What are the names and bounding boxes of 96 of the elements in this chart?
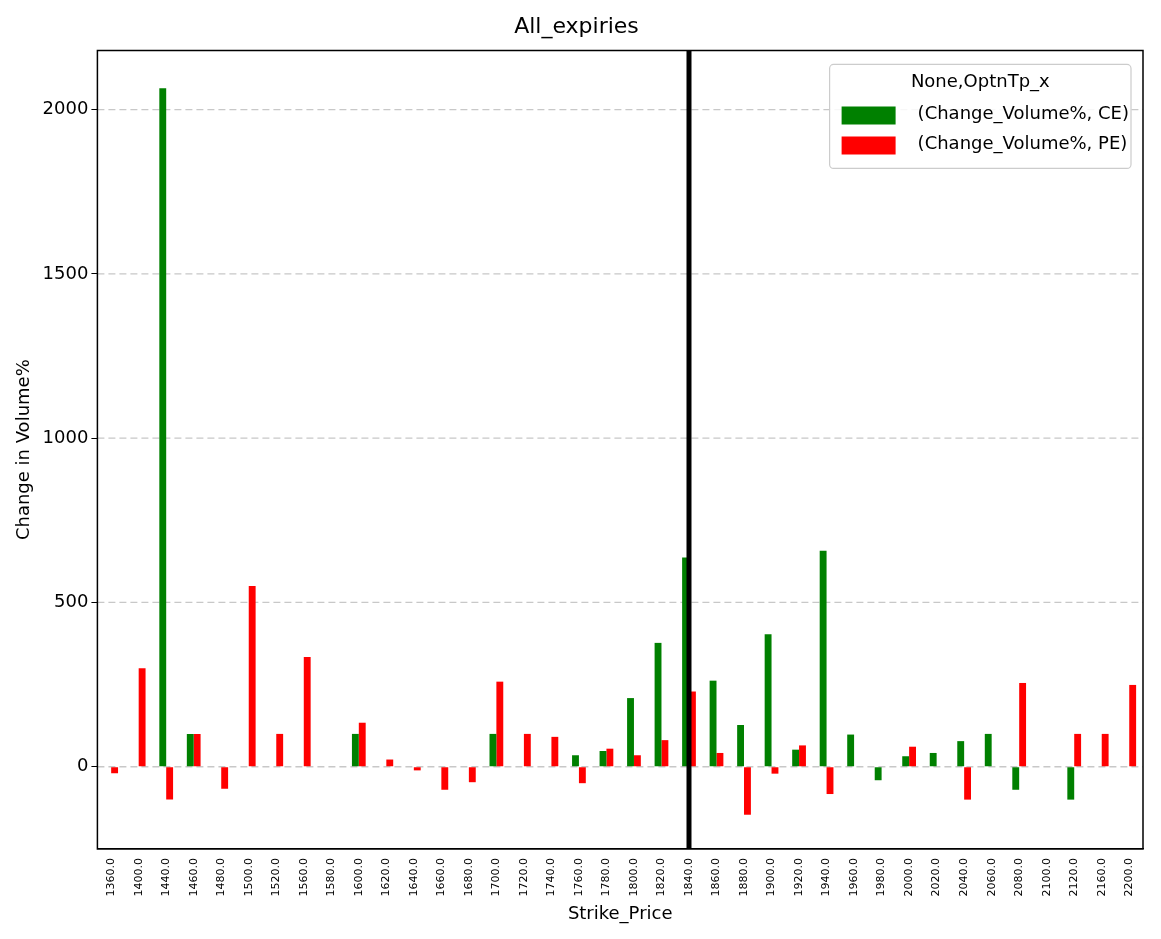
x-tick-label: 1560.0 bbox=[296, 857, 310, 897]
bar bbox=[627, 698, 634, 767]
x-tick-label: 2100.0 bbox=[1039, 857, 1053, 897]
bar bbox=[737, 725, 745, 767]
x-tick-label: 2200.0 bbox=[1122, 857, 1136, 897]
bar bbox=[661, 740, 669, 767]
bar bbox=[386, 759, 394, 767]
bar bbox=[1101, 733, 1109, 767]
bar bbox=[303, 657, 311, 767]
bar bbox=[441, 767, 449, 790]
legend-label: (Change_Volume%, CE) bbox=[917, 102, 1130, 125]
x-tick-label: 1580.0 bbox=[324, 857, 338, 897]
bar bbox=[874, 767, 882, 781]
x-tick-label: 1620.0 bbox=[379, 857, 393, 897]
y-tick-label: 2000 bbox=[42, 97, 89, 119]
x-axis-title: Strike_Price bbox=[567, 901, 673, 924]
bar bbox=[468, 767, 476, 783]
x-tick-label: 2120.0 bbox=[1067, 857, 1081, 897]
x-tick-label: 1360.0 bbox=[104, 857, 118, 897]
bar bbox=[111, 767, 119, 774]
x-tick-label: 2080.0 bbox=[1012, 857, 1026, 897]
x-tick-label: 1500.0 bbox=[241, 857, 255, 897]
bar bbox=[957, 741, 965, 767]
x-tick-label: 1480.0 bbox=[214, 857, 228, 897]
bar bbox=[744, 767, 751, 815]
chart-title: All_expiries bbox=[514, 12, 639, 39]
bar bbox=[964, 767, 972, 800]
x-tick-label: 1640.0 bbox=[406, 857, 420, 897]
x-tick-label: 1940.0 bbox=[819, 857, 833, 897]
x-tick-label: 1740.0 bbox=[544, 857, 558, 897]
bar bbox=[248, 586, 256, 767]
x-tick-label: 1900.0 bbox=[764, 857, 778, 897]
bar bbox=[186, 733, 194, 767]
bar bbox=[771, 767, 779, 774]
bar bbox=[1019, 682, 1027, 767]
bar bbox=[819, 550, 827, 767]
y-tick-label: 1000 bbox=[42, 425, 89, 447]
x-tick-label: 1400.0 bbox=[131, 857, 145, 897]
x-tick-label: 1520.0 bbox=[269, 857, 283, 897]
bar bbox=[1129, 684, 1137, 767]
x-tick-label: 1960.0 bbox=[846, 857, 860, 897]
bar bbox=[909, 746, 916, 767]
bar bbox=[847, 734, 855, 767]
x-tick-label: 1840.0 bbox=[681, 857, 695, 897]
x-tick-label: 2020.0 bbox=[929, 857, 943, 897]
legend-label: (Change_Volume%, PE) bbox=[917, 132, 1128, 155]
x-tick-label: 2040.0 bbox=[957, 857, 971, 897]
bar bbox=[709, 680, 717, 767]
y-tick-label: 0 bbox=[76, 754, 89, 776]
x-tick-label: 1700.0 bbox=[489, 857, 503, 897]
bar bbox=[413, 767, 421, 771]
bar bbox=[572, 755, 579, 767]
x-tick-label: 1680.0 bbox=[461, 857, 475, 897]
bar bbox=[351, 733, 359, 767]
bar bbox=[929, 752, 937, 767]
x-tick-label: 1460.0 bbox=[186, 857, 200, 897]
bar bbox=[551, 736, 559, 767]
y-tick-label: 500 bbox=[54, 590, 89, 612]
x-tick-label: 1780.0 bbox=[599, 857, 613, 897]
x-tick-label: 1800.0 bbox=[626, 857, 640, 897]
bar bbox=[633, 755, 641, 767]
bar bbox=[578, 767, 586, 784]
x-tick-label: 1920.0 bbox=[791, 857, 805, 897]
x-tick-label: 2160.0 bbox=[1094, 857, 1108, 897]
bar bbox=[166, 767, 174, 800]
bar bbox=[1012, 767, 1020, 790]
x-tick-label: 1440.0 bbox=[159, 857, 173, 897]
x-tick-label: 1600.0 bbox=[351, 857, 365, 897]
x-tick-label: 1860.0 bbox=[709, 857, 723, 897]
x-tick-label: 1820.0 bbox=[654, 857, 668, 897]
bar bbox=[523, 733, 531, 767]
bar bbox=[496, 681, 504, 767]
x-tick-label: 1760.0 bbox=[571, 857, 585, 897]
bar bbox=[799, 745, 806, 767]
legend-title: None,OptnTp_x bbox=[910, 70, 1051, 93]
y-tick-label: 1500 bbox=[42, 261, 89, 283]
bar bbox=[984, 733, 992, 767]
bar bbox=[138, 668, 146, 767]
bar bbox=[276, 733, 284, 767]
x-tick-label: 1980.0 bbox=[874, 857, 888, 897]
x-tick-label: 1720.0 bbox=[516, 857, 530, 897]
x-tick-label: 2060.0 bbox=[984, 857, 998, 897]
bar bbox=[221, 767, 229, 789]
bar bbox=[1074, 733, 1082, 767]
x-tick-label: 1660.0 bbox=[434, 857, 448, 897]
x-tick-label: 2000.0 bbox=[901, 857, 915, 897]
y-axis-title: Change in Volume% bbox=[12, 359, 34, 541]
bar bbox=[606, 748, 614, 767]
bar bbox=[764, 634, 772, 767]
x-tick-label: 1880.0 bbox=[736, 857, 750, 897]
bar bbox=[1067, 767, 1075, 800]
bar bbox=[159, 88, 167, 767]
bar bbox=[358, 722, 366, 767]
bar bbox=[902, 756, 910, 767]
bar bbox=[792, 749, 800, 767]
bar bbox=[193, 733, 201, 767]
